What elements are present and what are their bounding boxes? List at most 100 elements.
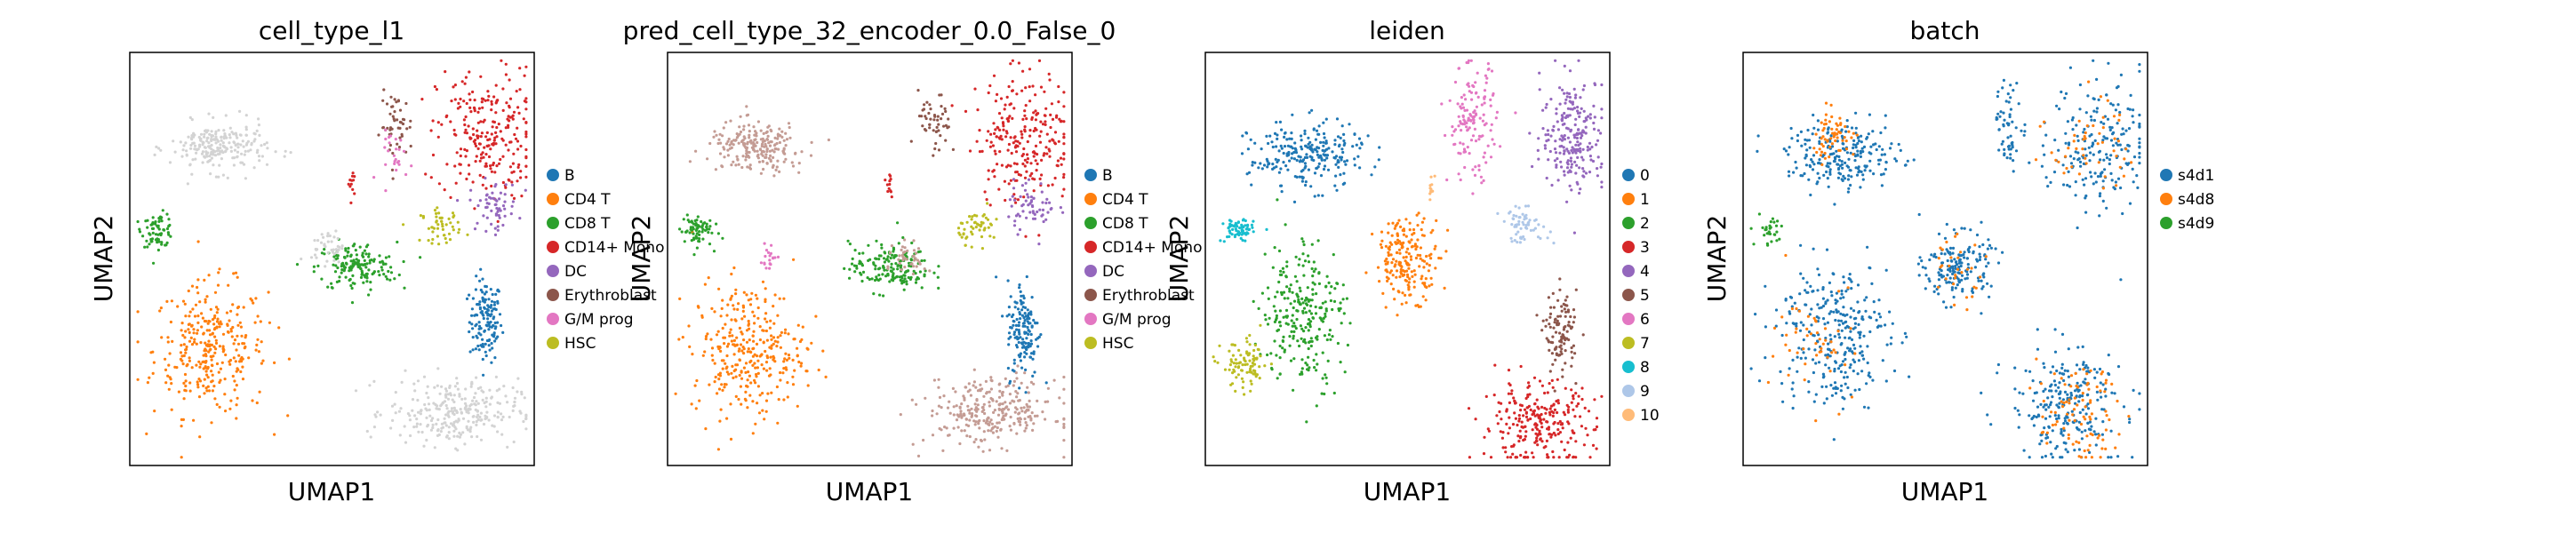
scatter-point [1251,163,1254,167]
scatter-point [1333,139,1337,142]
scatter-point [740,349,744,353]
scatter-point [471,336,475,339]
scatter-point [1328,291,1332,295]
scatter-point [1010,151,1013,155]
scatter-point [1228,222,1232,226]
scatter-point [213,335,217,338]
scatter-point [1248,343,1252,346]
scatter-point [453,84,457,87]
scatter-point [203,378,206,381]
scatter-point [722,126,725,130]
scatter-point [402,149,406,153]
scatter-point [208,155,212,158]
scatter-point [1006,384,1010,387]
scatter-point [204,370,208,373]
legend-marker [1084,169,1097,181]
scatter-point [1228,363,1232,367]
scatter-point [1532,411,1536,416]
scatter-point [979,383,982,386]
scatter-point [1600,107,1604,111]
scatter-point [205,295,209,298]
scatter-point [524,415,528,418]
scatter-point [394,411,397,415]
scatter-point [479,135,483,139]
scatter-point [1038,140,1043,144]
scatter-point [489,164,492,168]
scatter-point [1229,383,1233,386]
scatter-point [1331,150,1334,154]
scatter-point [199,341,203,345]
scatter-point [1021,294,1025,298]
scatter-point [492,414,497,418]
scatter-point [1293,141,1297,145]
scatter-point [1580,107,1583,110]
scatter-point [188,115,192,119]
scatter-point [995,135,998,139]
scatter-point [164,368,168,371]
scatter-point [481,183,484,187]
scatter-point [1467,116,1470,120]
scatter-point [1289,302,1292,306]
scatter-point [1260,291,1264,295]
scatter-point [1237,233,1241,237]
scatter-point [1317,272,1321,275]
scatter-point [1298,258,1301,261]
scatter-point [1386,262,1389,266]
scatter-point [438,392,442,395]
scatter-point [1386,270,1389,274]
scatter-point [399,139,403,142]
scatter-point [1414,247,1418,251]
scatter-point [1247,171,1252,174]
scatter-point [997,112,1002,115]
scatter-point [204,300,207,304]
scatter-point [900,274,903,278]
scatter-point [1459,120,1462,123]
scatter-point [888,182,892,187]
scatter-point [444,223,448,227]
scatter-point [1027,178,1031,181]
scatter-point [508,97,513,100]
scatter-point [900,282,904,285]
scatter-point [790,161,794,164]
scatter-point [1484,74,1487,77]
scatter-point [444,421,447,425]
scatter-point [768,149,772,153]
scatter-point [1579,142,1582,146]
scatter-point [1324,309,1328,313]
scatter-point [458,435,461,439]
scatter-point [1584,426,1588,430]
scatter-point [455,381,460,386]
scatter-point [1000,392,1004,395]
scatter-point [1531,164,1534,169]
scatter-point [483,401,486,405]
scatter-point [1292,388,1295,392]
scatter-point [1039,130,1043,133]
scatter-point [496,219,500,223]
scatter-point [764,349,767,354]
scatter-point [713,310,716,314]
scatter-point [1467,407,1471,410]
scatter-point [1492,142,1496,146]
scatter-point [492,303,496,306]
scatter-point [440,123,444,126]
scatter-point [170,299,173,303]
scatter-point [1540,421,1543,426]
scatter-point [1012,224,1017,227]
scatter-point [223,378,227,381]
scatter-point [1007,142,1011,147]
scatter-point [1559,160,1563,163]
scatter-point [228,407,232,410]
scatter-point [894,254,898,258]
scatter-point [1014,139,1018,143]
scatter-point [390,404,395,408]
scatter-point [494,84,498,87]
scatter-point [341,261,345,265]
scatter-point [1560,305,1564,308]
scatter-point [1008,115,1012,118]
scatter-point [972,213,977,217]
scatter-point [212,385,216,388]
scatter-point [1246,147,1250,151]
scatter-point [1563,413,1567,417]
scatter-point [975,398,979,402]
scatter-point [959,221,963,225]
